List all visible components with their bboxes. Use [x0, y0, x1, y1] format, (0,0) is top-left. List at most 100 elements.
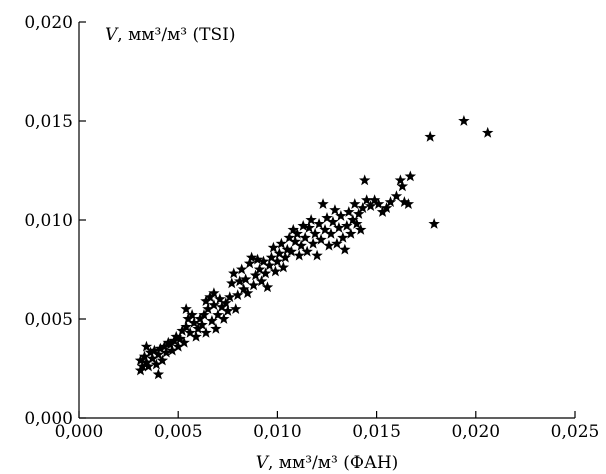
x-axis-ticks: 0,000 0,005 0,010 0,015 0,020 0,025	[55, 411, 600, 442]
data-point	[321, 212, 333, 223]
data-point	[265, 251, 278, 263]
data-point	[182, 313, 194, 324]
data-point	[253, 263, 266, 275]
data-point	[317, 198, 329, 210]
data-point	[357, 202, 369, 213]
data-point	[210, 322, 222, 334]
data-point	[319, 223, 331, 235]
data-point	[230, 303, 242, 314]
data-point	[216, 301, 228, 312]
data-point	[291, 227, 303, 239]
data-point	[351, 217, 363, 229]
data-point	[313, 217, 325, 229]
data-point	[353, 208, 365, 219]
y-tick-label: 0,020	[24, 13, 73, 33]
data-point	[305, 214, 317, 225]
data-point	[380, 202, 393, 213]
data-point	[339, 243, 351, 255]
data-point	[372, 198, 385, 210]
data-point	[398, 196, 411, 208]
data-point	[285, 245, 297, 257]
data-point	[259, 267, 272, 279]
data-point	[281, 243, 294, 255]
x-tick-label: 0,015	[352, 422, 401, 442]
y-tick-label: 0,015	[24, 112, 73, 132]
data-point	[212, 309, 224, 320]
data-point	[140, 340, 153, 352]
data-point	[263, 259, 276, 271]
data-point	[247, 279, 260, 291]
x-tick-label: 0,005	[154, 422, 203, 442]
data-point	[301, 245, 313, 257]
data-point	[458, 115, 470, 126]
x-axis-units: , мм³/м³ (ФАН)	[268, 453, 398, 473]
y-tick-label: 0,005	[24, 310, 73, 330]
data-point	[232, 289, 244, 301]
data-point	[158, 340, 171, 352]
data-point	[196, 318, 208, 330]
x-tick-label: 0,025	[551, 422, 600, 442]
data-point	[325, 227, 337, 239]
data-point	[204, 291, 216, 303]
data-point	[402, 198, 415, 210]
y-axis-variable: V	[105, 25, 119, 45]
data-point	[214, 293, 226, 305]
data-point	[376, 206, 389, 217]
data-point	[222, 305, 234, 316]
data-point	[152, 348, 165, 360]
data-point	[482, 126, 494, 138]
data-point	[343, 206, 355, 217]
data-point	[186, 309, 198, 320]
data-point	[170, 330, 182, 342]
x-axis-variable: V	[256, 453, 270, 473]
data-point	[297, 219, 309, 231]
data-point	[206, 314, 218, 326]
data-point	[180, 320, 192, 332]
data-point	[315, 233, 327, 245]
plot-area: 0,000 0,005 0,010 0,015 0,020 0,025 0,0000,00…	[24, 13, 599, 442]
data-point	[156, 354, 169, 366]
data-point	[178, 336, 190, 348]
data-point	[148, 344, 161, 356]
data-point	[224, 291, 236, 303]
data-point	[277, 261, 290, 273]
data-point	[136, 360, 149, 372]
data-point	[299, 231, 311, 243]
data-point	[198, 309, 210, 320]
data-point	[176, 324, 188, 336]
data-point	[202, 303, 214, 314]
data-point	[228, 267, 240, 279]
data-point	[368, 194, 381, 206]
data-point	[251, 253, 264, 265]
data-points	[134, 115, 494, 380]
data-point	[394, 174, 407, 186]
data-point	[146, 352, 159, 364]
data-point	[255, 275, 268, 287]
data-point	[194, 313, 206, 324]
data-point	[257, 255, 270, 267]
data-point	[245, 251, 258, 263]
data-point	[289, 235, 301, 247]
data-point	[243, 257, 256, 269]
data-point	[275, 237, 288, 249]
data-point	[200, 326, 212, 338]
data-point	[188, 316, 200, 328]
data-point	[220, 297, 232, 309]
data-point	[144, 346, 157, 358]
x-tick-label: 0,010	[253, 422, 302, 442]
data-point	[162, 336, 174, 348]
data-point	[140, 356, 153, 368]
data-point	[234, 275, 246, 287]
data-point	[341, 219, 353, 231]
data-point	[142, 360, 155, 372]
data-point	[174, 332, 186, 344]
data-point	[226, 277, 238, 289]
data-point	[360, 194, 373, 206]
data-point	[283, 231, 296, 243]
data-point	[311, 249, 323, 261]
y-axis-units: , мм³/м³ (TSI)	[117, 25, 235, 45]
data-point	[235, 263, 248, 275]
data-point	[349, 198, 361, 210]
y-tick-label: 0,000	[24, 409, 73, 429]
